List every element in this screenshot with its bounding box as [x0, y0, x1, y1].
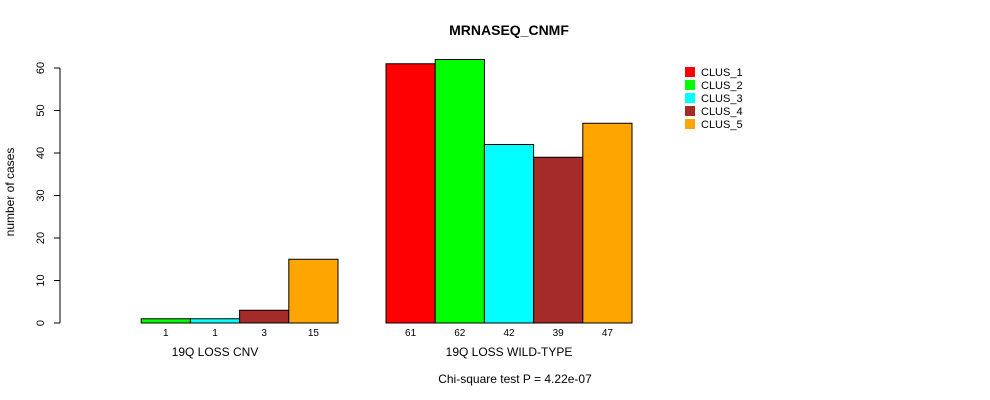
bar-clus-1 — [385, 63, 436, 324]
bar-count-label: 1 — [163, 328, 169, 339]
y-tick-label: 0 — [35, 320, 47, 326]
y-tick-label: 20 — [35, 232, 47, 244]
legend-label: CLUS_3 — [701, 93, 743, 105]
legend-swatch — [685, 119, 695, 129]
legend-label: CLUS_4 — [701, 106, 743, 118]
bar-count-label: 47 — [602, 328, 614, 339]
legend-swatch — [685, 93, 695, 103]
bar-clus-3 — [189, 318, 241, 324]
bar-count-label: 3 — [261, 328, 267, 339]
y-tick-label: 60 — [35, 62, 47, 74]
legend-label: CLUS_1 — [701, 67, 743, 79]
bar-count-label: 39 — [553, 328, 565, 339]
y-axis-label: number of cases — [3, 148, 17, 237]
chi-square-footnote: Chi-square test P = 4.22e-07 — [438, 372, 592, 386]
bar-clus-5 — [288, 258, 339, 324]
bar-count-label: 1 — [212, 328, 218, 339]
legend-label: CLUS_2 — [701, 80, 743, 92]
bar-count-label: 15 — [308, 328, 320, 339]
bar-clus-2 — [140, 318, 191, 324]
legend-swatch — [685, 67, 695, 77]
legend-label: CLUS_5 — [701, 119, 743, 131]
bar-clus-4 — [533, 156, 584, 324]
bar-clus-3 — [483, 144, 535, 324]
bar-groups: 1 1 3 15 19Q LOSS CNV 61 62 42 39 47 19Q LOSS WILD… — [140, 59, 633, 359]
y-tick-label: 40 — [35, 147, 47, 159]
y-tick-label: 50 — [35, 104, 47, 116]
chart-title: MRNASEQ_CNMF — [449, 22, 569, 38]
bar-clus-5 — [582, 122, 633, 324]
bar-group: 61 62 42 39 47 19Q LOSS WILD-TYPE — [385, 59, 633, 359]
bar-clus-2 — [434, 59, 485, 324]
bar-count-label: 62 — [454, 328, 466, 339]
bar-count-label: 61 — [405, 328, 417, 339]
category-label: 19Q LOSS WILD-TYPE — [446, 345, 573, 359]
y-tick-label: 30 — [35, 189, 47, 201]
bar-count-label: 42 — [503, 328, 515, 339]
y-tick-label: 10 — [35, 274, 47, 286]
legend-swatch — [685, 80, 695, 90]
y-axis: 0 10 20 30 40 50 60 — [35, 62, 61, 326]
legend-swatch — [685, 106, 695, 116]
bar-group: 1 1 3 15 19Q LOSS CNV — [140, 258, 339, 359]
bar-clus-4 — [239, 309, 290, 324]
category-label: 19Q LOSS CNV — [172, 345, 259, 359]
